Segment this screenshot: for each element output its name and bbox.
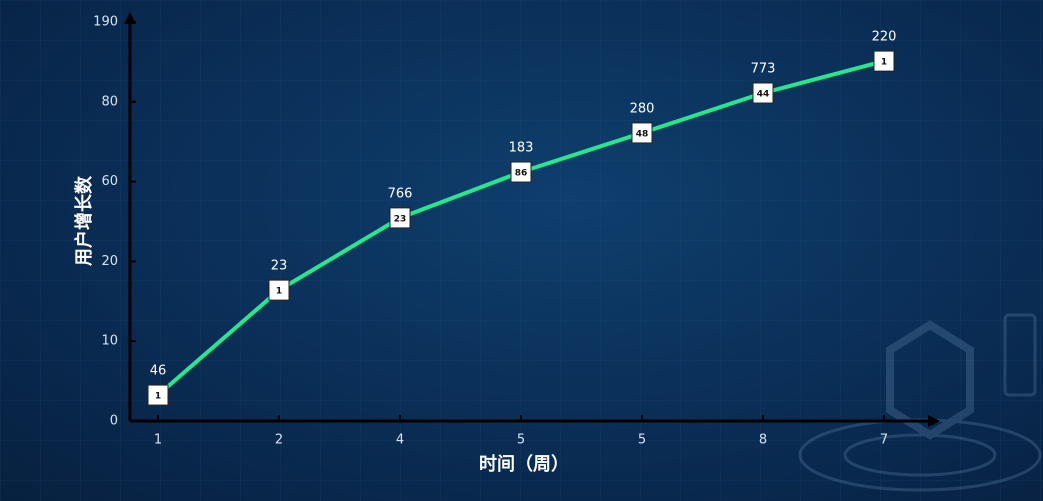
data-label: 773 [751,62,776,77]
point-marker [510,161,532,183]
point-box-label: 1 [881,58,887,68]
point-marker [268,279,290,301]
data-label: 766 [388,186,413,201]
point-box-label: 48 [636,129,649,139]
x-tick-label: 1 [154,433,162,448]
point-box-label: 44 [757,90,770,100]
point-marker [873,50,895,72]
x-axis-title: 时间（周） [479,454,569,475]
point-box-label: 23 [394,214,407,224]
x-axis-arrow [928,415,940,427]
point-box-label: 1 [276,287,282,297]
x-tick-label: 4 [396,433,404,448]
data-label: 280 [630,101,655,116]
x-tick-label: 5 [517,433,525,448]
point-marker [752,82,774,104]
y-tick-label: 10 [101,334,118,349]
y-tick-label: 20 [101,254,118,269]
y-tick-label: 190 [93,15,118,30]
point-marker [631,122,653,144]
x-tick-label: 5 [638,433,646,448]
x-tick-label: 2 [275,433,283,448]
point-box-label: 86 [515,169,528,179]
y-tick-label: 0 [110,414,118,429]
y-tick-label: 80 [101,94,118,109]
point-marker [389,207,411,229]
x-tick-label: 8 [759,433,767,448]
data-label: 220 [872,30,897,45]
point-box-label: 1 [155,392,161,402]
data-label: 23 [271,259,288,274]
data-label: 46 [150,364,167,379]
x-tick-label: 7 [880,433,888,448]
y-axis-title: 用户增长数 [73,175,95,266]
point-marker [147,384,169,406]
data-label: 183 [509,141,534,156]
y-tick-label: 60 [101,174,118,189]
